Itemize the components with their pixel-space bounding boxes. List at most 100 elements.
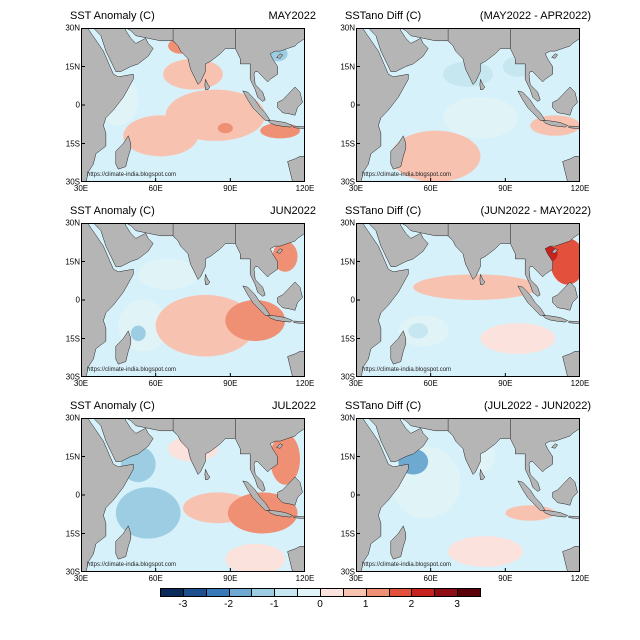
anomaly-contour — [115, 487, 181, 539]
anomaly-contour — [443, 97, 518, 139]
lon-tick-label: 30E — [348, 379, 364, 388]
credit-url: https://climate-india.blogspot.com — [362, 367, 452, 373]
map-panel: SST Anomaly (C) JUN2022 https://climate-in… — [65, 205, 330, 405]
lat-tick-label: 30N — [340, 23, 355, 33]
land-australia — [287, 156, 305, 182]
lat-tick-label: 15N — [65, 452, 80, 461]
lat-tick-label: 30S — [340, 177, 355, 187]
colorbar-label: -3 — [178, 599, 188, 610]
land-arabia — [368, 223, 429, 267]
lon-tick-label: 120E — [295, 379, 315, 388]
colorbar-label: 3 — [454, 599, 460, 610]
land-hainan — [276, 53, 283, 59]
land-madagascar — [115, 525, 132, 560]
land-borneo — [552, 86, 578, 116]
sst-map — [81, 28, 305, 182]
colorbar-label: 2 — [408, 599, 415, 610]
land-arabia — [368, 418, 429, 462]
map-panel: SST Anomaly (C) MAY2022 https://climate-in… — [65, 10, 330, 210]
land-africa — [356, 418, 409, 572]
lat-tick-label: 15N — [65, 62, 80, 71]
map-panel: SSTano Diff (C) (JUL2022 - JUN2022) https:… — [340, 400, 605, 600]
colorbar-segment — [434, 588, 459, 597]
lon-tick-label: 90E — [223, 379, 238, 388]
colorbar-segment — [388, 588, 413, 597]
lat-tick-label: 15N — [340, 62, 355, 71]
land-australia — [287, 546, 305, 572]
land-australia — [562, 546, 580, 572]
anomaly-contour — [130, 325, 146, 342]
sst-map — [356, 28, 580, 182]
map-panel: SST Anomaly (C) JUL2022 https://climate-in… — [65, 400, 330, 600]
lon-tick-label: 120E — [570, 379, 590, 388]
land-hainan — [551, 443, 558, 449]
colorbar-segment — [228, 588, 253, 597]
land-arabia — [93, 28, 154, 72]
lat-tick-label: 0 — [350, 490, 355, 500]
sst-map — [356, 223, 580, 377]
lon-tick-label: 60E — [423, 184, 438, 193]
land-burma — [235, 28, 305, 102]
lon-tick-label: 30E — [348, 184, 364, 193]
land-burma — [510, 223, 580, 297]
panel-title: SST Anomaly (C) — [70, 205, 155, 217]
colorbar-segment — [320, 588, 344, 597]
lon-tick-label: 30E — [348, 574, 364, 583]
credit-url: https://climate-india.blogspot.com — [362, 562, 452, 568]
land-australia — [562, 156, 580, 182]
land-hainan — [276, 248, 283, 254]
credit-url: https://climate-india.blogspot.com — [87, 172, 177, 178]
colorbar-segment — [251, 588, 276, 597]
colorbar-segment — [411, 588, 436, 597]
sst-map — [81, 418, 305, 572]
colorbar-label: -2 — [224, 599, 234, 610]
land-srilanka — [479, 78, 486, 90]
lat-tick-label: 0 — [75, 490, 80, 500]
anomaly-contour — [225, 543, 286, 572]
panel-date-label: JUL2022 — [271, 400, 316, 412]
land-arabia — [368, 28, 429, 72]
colorbar-segment — [297, 588, 321, 597]
lat-tick-label: 30S — [65, 567, 80, 577]
anomaly-contour — [413, 274, 538, 300]
lat-tick-label: 15N — [340, 257, 355, 266]
land-lesser-sunda — [293, 515, 305, 519]
panel-date-label: (MAY2022 - APR2022) — [479, 10, 591, 22]
sst-map — [81, 223, 305, 377]
lat-tick-label: 15S — [340, 529, 355, 538]
lon-tick-label: 120E — [570, 574, 590, 583]
map-frame: https://climate-india.blogspot.com — [81, 28, 305, 182]
land-burma — [235, 223, 305, 297]
land-india — [172, 223, 236, 280]
land-madagascar — [390, 525, 407, 560]
panel-date-label: MAY2022 — [268, 10, 317, 22]
land-lesser-sunda — [568, 125, 580, 129]
land-java — [542, 120, 569, 128]
lon-tick-label: 60E — [148, 574, 163, 583]
lat-tick-label: 30N — [65, 23, 80, 33]
land-borneo — [277, 476, 303, 506]
colorbar-segment — [342, 588, 367, 597]
lat-tick-label: 15S — [65, 334, 80, 343]
land-java — [267, 510, 294, 518]
panel-date-label: (JUL2022 - JUN2022) — [484, 400, 591, 412]
land-lesser-sunda — [568, 515, 580, 519]
land-borneo — [552, 281, 578, 311]
land-madagascar — [390, 330, 407, 365]
land-hainan — [276, 443, 283, 449]
anomaly-contour — [138, 258, 198, 290]
land-india — [447, 28, 511, 85]
colorbar-segment — [182, 588, 207, 597]
lon-tick-label: 30E — [73, 574, 89, 583]
land-australia — [287, 351, 305, 377]
land-srilanka — [204, 468, 211, 480]
land-srilanka — [204, 273, 211, 285]
land-lesser-sunda — [568, 320, 580, 324]
land-borneo — [277, 281, 303, 311]
panel-title: SSTano Diff (C) — [345, 205, 422, 217]
lat-tick-label: 30N — [65, 218, 80, 228]
map-panel: SSTano Diff (C) (MAY2022 - APR2022) https:… — [340, 10, 605, 210]
land-burma — [510, 28, 580, 102]
panel-title: SST Anomaly (C) — [70, 10, 155, 22]
lat-tick-label: 30N — [65, 413, 80, 423]
